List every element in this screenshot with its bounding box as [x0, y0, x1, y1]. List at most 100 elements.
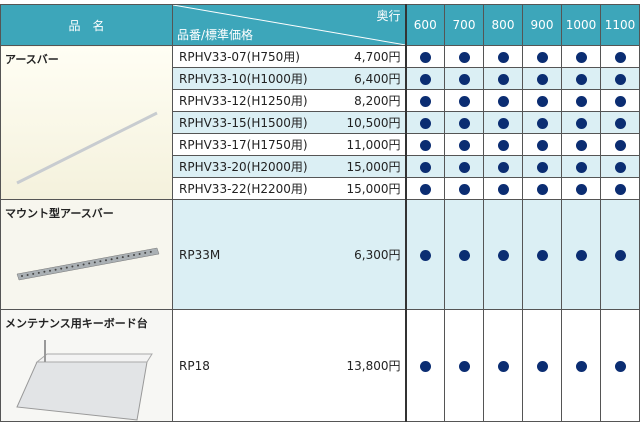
availability-cell [600, 133, 640, 156]
availability-dot [575, 161, 587, 173]
group-name: メンテナンス用キーボード台 [5, 317, 148, 330]
product-table: 品 名奥行 品番/標準価格 600 700 800 900 1000 1100 アースバー RPH… [0, 4, 640, 422]
availability-dot [497, 161, 509, 173]
availability-cell [522, 89, 562, 112]
availability-dot [458, 183, 470, 195]
part-number: RPHV33-22(H2200用) [172, 177, 346, 200]
depth-header: 600 [405, 4, 445, 46]
availability-dot [458, 51, 470, 63]
availability-cell [405, 133, 445, 156]
availability-cell [405, 45, 445, 68]
availability-dot [497, 139, 509, 151]
availability-dot [536, 117, 548, 129]
depth-header: 1100 [600, 4, 640, 46]
part-number: RPHV33-20(H2000用) [172, 155, 346, 178]
availability-dot [497, 183, 509, 195]
availability-cell [600, 177, 640, 200]
header-part-price: 奥行 品番/標準価格 [172, 4, 407, 46]
price: 11,000円 [345, 133, 407, 156]
availability-cell [600, 155, 640, 178]
availability-cell [444, 111, 484, 134]
availability-dot [419, 161, 431, 173]
availability-dot [419, 117, 431, 129]
availability-dot [614, 73, 626, 85]
availability-dot [536, 73, 548, 85]
availability-cell [483, 155, 523, 178]
availability-cell [483, 133, 523, 156]
availability-cell [444, 45, 484, 68]
availability-cell [561, 67, 601, 90]
availability-dot [614, 117, 626, 129]
availability-cell [522, 45, 562, 68]
availability-cell [522, 309, 562, 422]
price: 13,800円 [345, 309, 407, 422]
availability-cell [444, 177, 484, 200]
diagonal [173, 5, 404, 45]
availability-cell [405, 111, 445, 134]
availability-dot [497, 249, 509, 261]
group-name: マウント型アースバー [5, 207, 114, 220]
availability-dot [575, 183, 587, 195]
availability-cell [522, 177, 562, 200]
availability-cell [522, 111, 562, 134]
availability-cell [444, 133, 484, 156]
availability-cell [561, 133, 601, 156]
availability-dot [419, 51, 431, 63]
availability-dot [497, 73, 509, 85]
availability-dot [536, 51, 548, 63]
availability-dot [575, 73, 587, 85]
availability-dot [536, 95, 548, 107]
availability-cell [444, 309, 484, 422]
availability-dot [614, 51, 626, 63]
availability-dot [575, 117, 587, 129]
header-row: 品 名奥行 品番/標準価格 600 700 800 900 1000 1100 [0, 4, 640, 46]
availability-dot [497, 95, 509, 107]
price: 4,700円 [345, 45, 407, 68]
availability-dot [536, 183, 548, 195]
group-name-cell: アースバー [0, 45, 173, 200]
availability-cell [561, 111, 601, 134]
availability-cell [561, 199, 601, 310]
header-name: 品 名 [0, 4, 173, 46]
availability-cell [561, 45, 601, 68]
availability-dot [458, 95, 470, 107]
item-row: マウント型アースバー RP33M 6,300円 [0, 199, 640, 310]
availability-cell [600, 199, 640, 310]
group-name: アースバー [5, 53, 59, 66]
depth-label: 奥行 [376, 9, 401, 23]
availability-dot [614, 249, 626, 261]
availability-cell [405, 67, 445, 90]
part-number: RPHV33-12(H1250用) [172, 89, 346, 112]
price: 15,000円 [345, 155, 407, 178]
availability-cell [522, 133, 562, 156]
depth-header: 900 [522, 4, 562, 46]
item-row: RPHV33-15(H1500用) 10,500円 [1, 111, 640, 134]
part-number: RP33M [172, 199, 346, 310]
availability-dot [614, 360, 626, 372]
availability-cell [405, 199, 445, 310]
availability-cell [483, 199, 523, 310]
availability-cell [600, 111, 640, 134]
part-number: RPHV33-17(H1750用) [172, 133, 346, 156]
availability-dot [458, 117, 470, 129]
availability-dot [497, 117, 509, 129]
item-row: メンテナンス用キーボード台 RP18 13,800円 [0, 309, 640, 422]
availability-cell [405, 309, 445, 422]
availability-cell [561, 309, 601, 422]
availability-dot [536, 249, 548, 261]
availability-cell [600, 45, 640, 68]
price: 15,000円 [345, 177, 407, 200]
depth-header: 700 [444, 4, 484, 46]
depth-header: 1000 [561, 4, 601, 46]
item-row: RPHV33-17(H1750用) 11,000円 [1, 133, 640, 156]
part-number: RPHV33-15(H1500用) [172, 111, 346, 134]
availability-cell [600, 67, 640, 90]
availability-dot [458, 139, 470, 151]
availability-dot [419, 249, 431, 261]
availability-cell [600, 89, 640, 112]
availability-cell [600, 309, 640, 422]
availability-dot [536, 139, 548, 151]
availability-cell [561, 89, 601, 112]
availability-cell [405, 89, 445, 112]
availability-dot [419, 73, 431, 85]
